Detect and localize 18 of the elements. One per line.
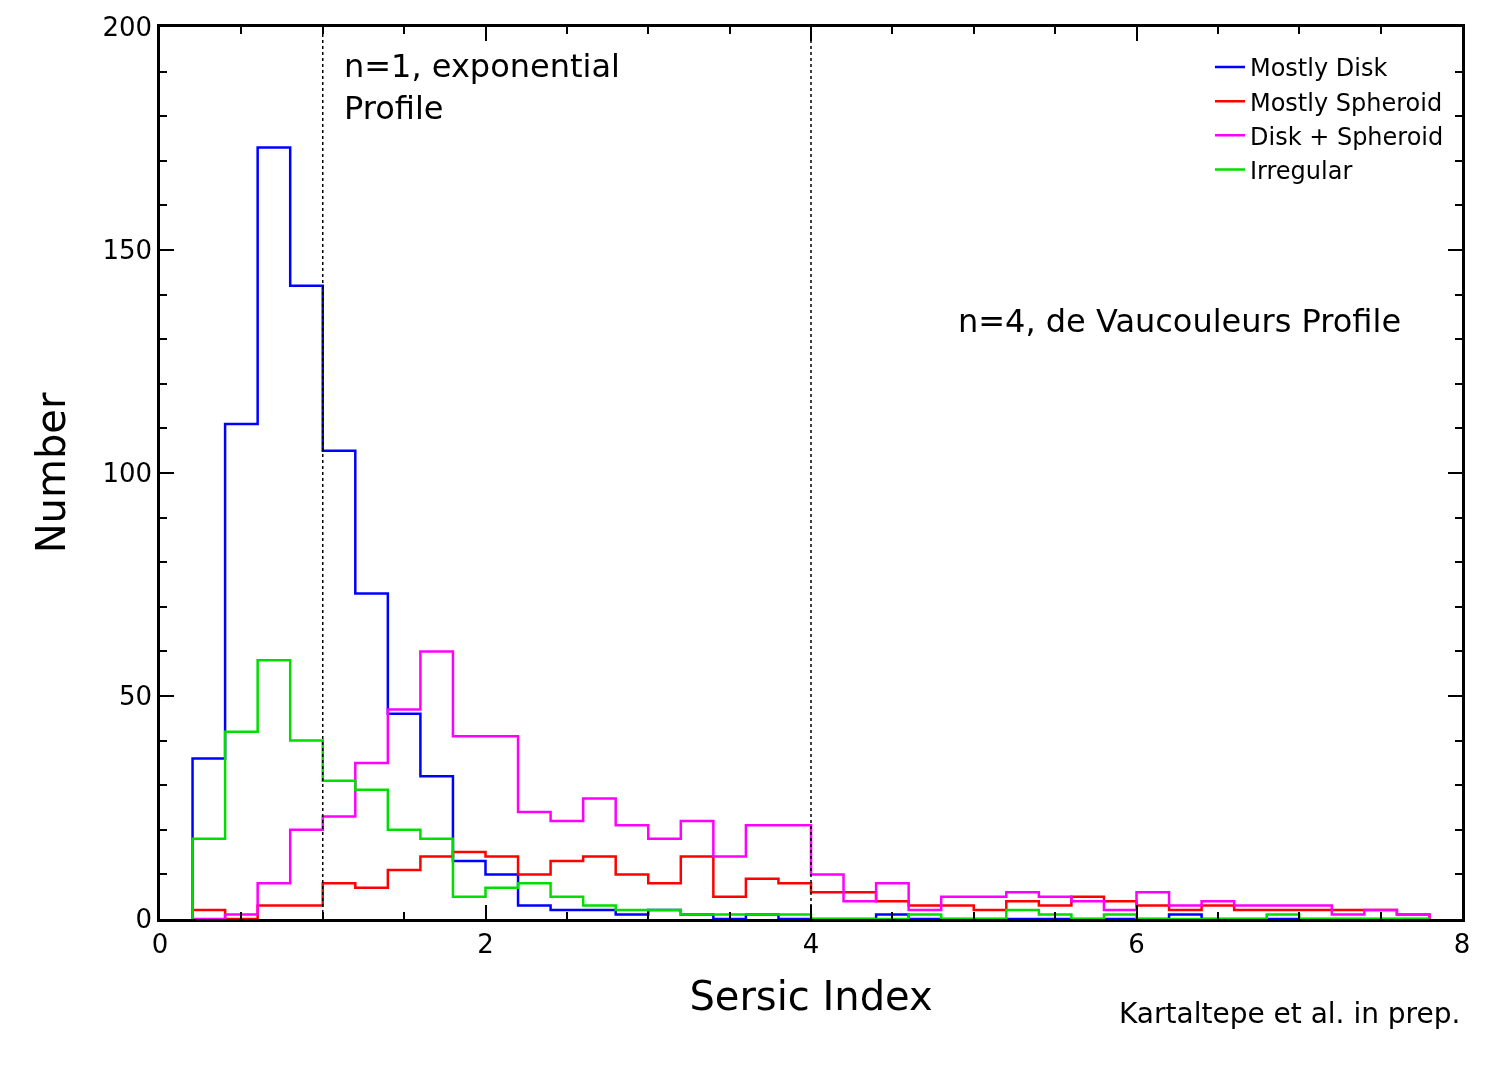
legend-label: Irregular xyxy=(1249,156,1353,185)
y-tick-label: 0 xyxy=(135,904,153,935)
y-axis-title: Number xyxy=(27,392,74,554)
x-tick-label: 8 xyxy=(1453,928,1471,959)
legend-label: Mostly Spheroid xyxy=(1249,88,1443,117)
annotation: n=4, de Vaucouleurs Profile xyxy=(958,302,1402,340)
y-tick-label: 50 xyxy=(118,681,153,712)
text: Kartaltepe et al. in prep. xyxy=(1119,997,1461,1030)
y-tick-label: 100 xyxy=(102,458,153,489)
annotation: n=1, exponential Profile xyxy=(344,47,620,127)
x-tick-label: 2 xyxy=(477,928,494,959)
x-tick-label: 4 xyxy=(802,928,820,959)
x-axis-title: Sersic Index xyxy=(689,973,933,1020)
y-tick-label: 200 xyxy=(102,12,153,43)
y-tick-label: 150 xyxy=(102,235,153,266)
legend-label: Disk + Spheroid xyxy=(1249,122,1444,151)
legend-label: Mostly Disk xyxy=(1249,54,1388,83)
x-tick-label: 6 xyxy=(1128,928,1145,959)
